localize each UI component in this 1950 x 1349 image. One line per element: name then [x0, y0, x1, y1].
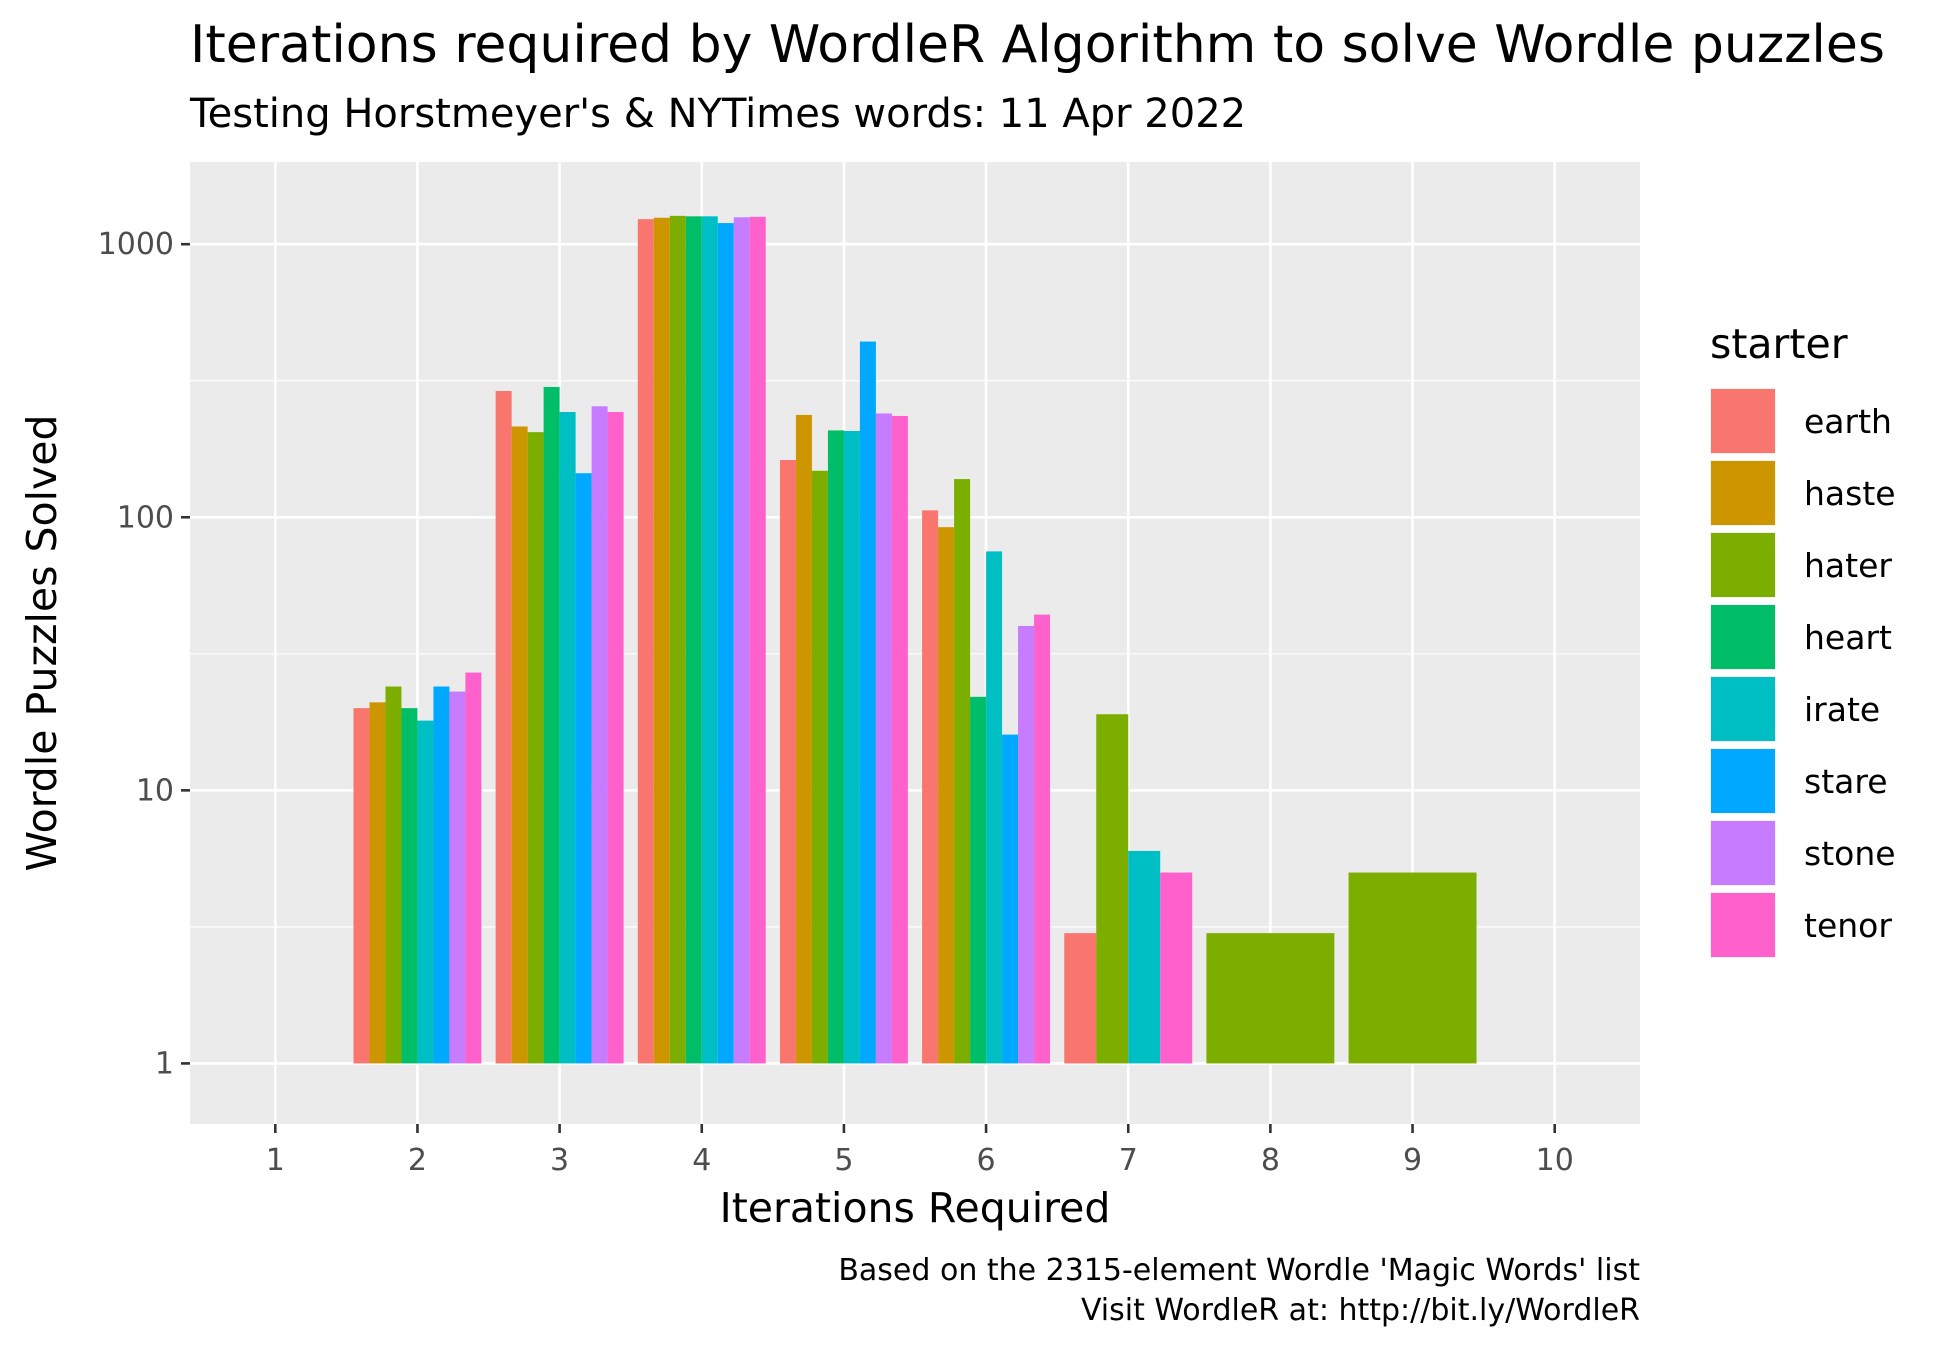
bar-stone-4: [733, 217, 750, 1064]
legend-key-stare: [1711, 749, 1775, 813]
x-tick-label: 9: [1403, 1143, 1422, 1178]
bar-irate-5: [843, 430, 860, 1064]
caption-line-2: Visit WordleR at: http://bit.ly/WordleR: [1081, 1293, 1640, 1328]
caption-line-1: Based on the 2315-element Wordle 'Magic …: [838, 1253, 1640, 1288]
bar-earth-5: [779, 460, 796, 1064]
x-axis: 1 2 3 4 5 6 7 8 9 10: [266, 1124, 1574, 1178]
bar-stone-5: [875, 413, 892, 1064]
bar-earth-6: [922, 510, 939, 1064]
y-tick-label: 1000: [98, 227, 174, 262]
y-tick-label: 100: [117, 500, 174, 535]
bar-haste-6: [938, 527, 955, 1064]
bar-heart-3: [543, 386, 560, 1064]
bar-heart-2: [401, 708, 418, 1064]
bar-haste-2: [369, 702, 386, 1064]
legend-label-earth: earth: [1804, 402, 1892, 441]
bar-hater-2: [385, 686, 402, 1064]
bar-heart-6: [970, 696, 987, 1064]
bar-tenor-3: [607, 411, 624, 1064]
bar-hater-5: [811, 470, 828, 1064]
y-axis-title: Wordle Puzzles Solved: [18, 414, 66, 871]
x-tick-label: 10: [1536, 1143, 1574, 1178]
x-tick-label: 2: [408, 1143, 427, 1178]
legend-title: starter: [1710, 320, 1848, 368]
x-tick-label: 7: [1119, 1143, 1138, 1178]
legend-label-tenor: tenor: [1804, 906, 1892, 945]
bar-tenor-6: [1034, 614, 1051, 1064]
chart-title: Iterations required by WordleR Algorithm…: [190, 15, 1885, 75]
bar-haste-4: [653, 217, 670, 1064]
bar-stare-5: [859, 341, 876, 1064]
bar-stone-2: [449, 691, 466, 1064]
bar-haste-5: [795, 414, 812, 1064]
chart-subtitle: Testing Horstmeyer's & NYTimes words: 11…: [189, 91, 1246, 137]
bar-tenor-2: [465, 672, 482, 1064]
bar-heart-4: [685, 216, 702, 1064]
bar-hater-8: [1206, 933, 1335, 1064]
x-tick-label: 6: [977, 1143, 996, 1178]
bar-heart-5: [827, 430, 844, 1064]
bar-stare-6: [1002, 734, 1019, 1064]
y-tick-label: 1: [155, 1046, 174, 1081]
bar-tenor-5: [891, 415, 908, 1064]
x-tick-label: 3: [550, 1143, 569, 1178]
legend-key-hater: [1711, 533, 1775, 597]
bar-earth-3: [495, 391, 512, 1064]
bar-earth-7: [1064, 933, 1097, 1064]
bars: [353, 215, 1477, 1064]
legend-key-irate: [1711, 677, 1775, 741]
bar-stone-3: [591, 406, 608, 1064]
bar-stare-4: [717, 223, 734, 1064]
bar-earth-2: [353, 708, 370, 1064]
bar-tenor-7: [1160, 872, 1193, 1064]
legend-key-haste: [1711, 461, 1775, 525]
bar-hater-7: [1096, 714, 1129, 1064]
legend-label-heart: heart: [1804, 618, 1892, 657]
bar-hater-9: [1348, 872, 1477, 1064]
legend-label-stone: stone: [1804, 834, 1896, 873]
bar-hater-6: [954, 479, 971, 1064]
legend-key-heart: [1711, 605, 1775, 669]
legend-label-haste: haste: [1804, 474, 1896, 513]
x-tick-label: 5: [834, 1143, 853, 1178]
x-tick-label: 8: [1261, 1143, 1280, 1178]
bar-stare-2: [433, 686, 450, 1064]
legend-key-tenor: [1711, 893, 1775, 957]
x-tick-label: 1: [266, 1143, 285, 1178]
x-tick-label: 4: [692, 1143, 711, 1178]
bar-irate-4: [701, 216, 718, 1064]
legend-key-earth: [1711, 389, 1775, 453]
legend: starter earth haste hater heart irate stare st…: [1710, 320, 1896, 958]
bar-haste-3: [511, 426, 528, 1064]
bar-hater-3: [527, 432, 544, 1064]
legend-key-stone: [1711, 821, 1775, 885]
x-axis-title: Iterations Required: [720, 1184, 1111, 1232]
bar-tenor-4: [749, 216, 766, 1064]
bar-irate-2: [417, 720, 434, 1064]
bar-irate-3: [559, 411, 576, 1064]
bar-earth-4: [637, 219, 654, 1064]
legend-label-stare: stare: [1804, 762, 1888, 801]
y-axis: 1 10 100 1000: [98, 227, 190, 1081]
y-tick-label: 10: [136, 773, 174, 808]
bar-hater-4: [669, 215, 686, 1064]
bar-stare-3: [575, 473, 592, 1064]
bar-stone-6: [1018, 625, 1035, 1064]
bar-irate-7: [1128, 850, 1161, 1064]
bar-irate-6: [986, 551, 1003, 1064]
legend-label-hater: hater: [1804, 546, 1892, 585]
legend-label-irate: irate: [1804, 690, 1880, 729]
